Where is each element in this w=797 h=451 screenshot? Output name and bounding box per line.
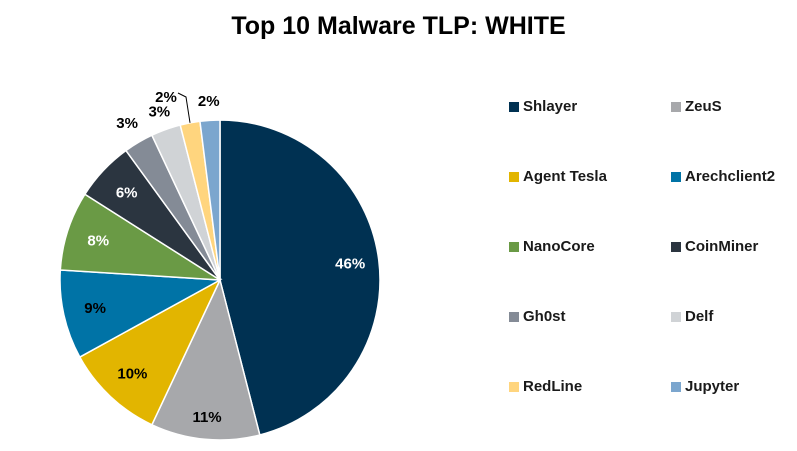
legend-label: NanoCore — [523, 238, 595, 255]
legend-swatch — [509, 381, 519, 392]
legend-label: Jupyter — [685, 378, 740, 395]
legend-swatch — [509, 241, 519, 252]
legend-swatch — [671, 241, 681, 252]
legend-label: Gh0st — [523, 308, 566, 325]
legend-label: Agent Tesla — [523, 168, 607, 185]
legend-item: Delf — [671, 308, 713, 325]
legend-item: Shlayer — [509, 98, 577, 115]
legend-swatch — [509, 171, 519, 182]
data-label: 3% — [148, 103, 170, 120]
legend-item: Jupyter — [671, 378, 739, 395]
pie-slice-arechclient2 — [59, 269, 223, 359]
legend-swatch — [509, 101, 519, 112]
legend-label: RedLine — [523, 378, 583, 395]
chart-title: Top 10 Malware TLP: WHITE — [231, 12, 566, 40]
legend-swatch — [671, 311, 681, 322]
data-label: 2% — [155, 89, 177, 106]
legend-item: Arechclient2 — [671, 168, 775, 185]
data-label: 6% — [116, 184, 138, 201]
legend-item: NanoCore — [509, 238, 595, 255]
legend-label: CoinMiner — [685, 238, 759, 255]
legend-item: Gh0st — [509, 308, 566, 325]
data-label: 3% — [116, 115, 138, 132]
legend-label: ZeuS — [685, 98, 722, 115]
data-label: 11% — [192, 409, 221, 426]
legend-label: Shlayer — [523, 98, 578, 115]
legend-item: Agent Tesla — [509, 168, 607, 185]
legend-item: CoinMiner — [671, 238, 758, 255]
pie-slice-agent-tesla — [78, 278, 222, 426]
data-label: 46% — [335, 256, 365, 273]
data-label: 8% — [87, 232, 109, 249]
pie-slice-zeus — [150, 277, 261, 441]
legend-item: ZeuS — [671, 98, 722, 115]
data-label: 2% — [198, 93, 220, 110]
data-label: 9% — [84, 300, 106, 317]
pie-slice-shlayer — [219, 119, 381, 436]
legend-swatch — [671, 171, 681, 182]
legend-label: Arechclient2 — [685, 168, 776, 185]
legend-label: Delf — [685, 308, 714, 325]
legend-swatch — [509, 311, 519, 322]
legend-swatch — [671, 101, 681, 112]
legend-swatch — [671, 381, 681, 392]
data-label: 10% — [117, 365, 147, 382]
leader-line — [177, 92, 191, 123]
legend-item: RedLine — [509, 378, 582, 395]
pie-slice-jupyter — [199, 119, 221, 281]
